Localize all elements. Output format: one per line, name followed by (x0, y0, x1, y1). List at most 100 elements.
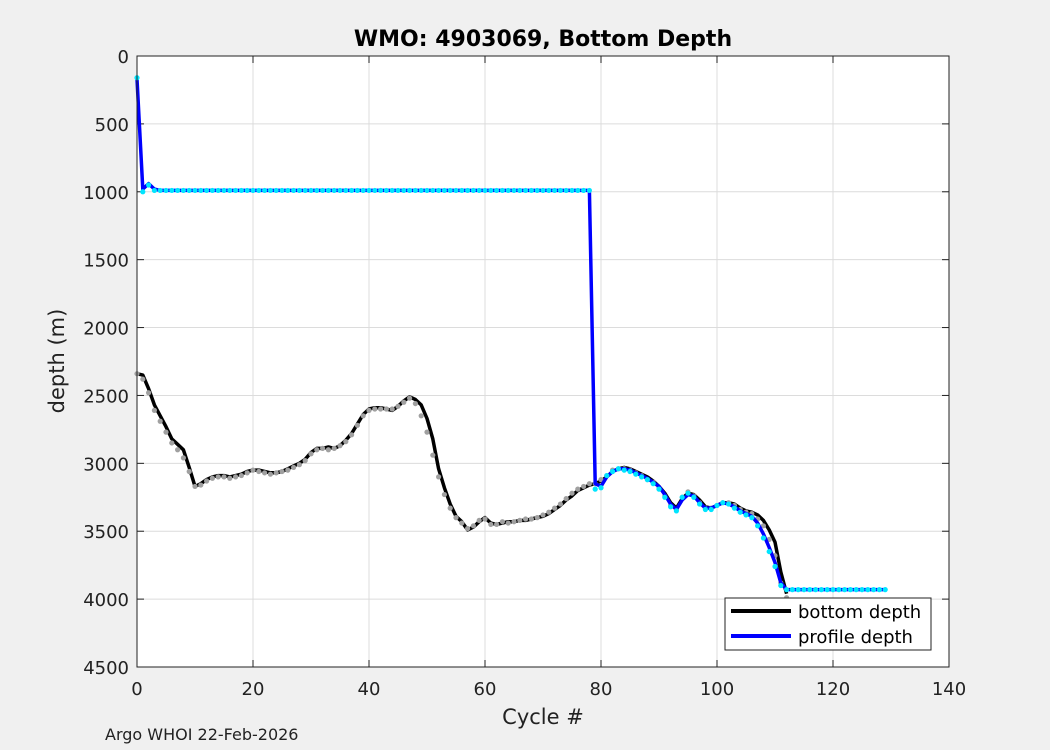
point-profile-depth-samples (552, 187, 558, 194)
point-profile-depth-samples (273, 187, 279, 194)
point-bottom-depth-samples (407, 395, 413, 401)
point-bottom-depth-samples (204, 478, 210, 484)
point-profile-depth-samples (378, 187, 384, 194)
point-bottom-depth-samples (151, 407, 157, 413)
y-tick-label: 500 (95, 115, 129, 136)
point-profile-depth-samples (778, 582, 784, 589)
point-profile-depth-samples (470, 187, 476, 194)
point-profile-depth-samples (215, 187, 221, 194)
point-profile-depth-samples (639, 474, 645, 480)
point-profile-depth-samples (314, 187, 320, 194)
point-profile-depth-samples (644, 477, 651, 483)
point-profile-depth-samples (760, 535, 767, 541)
point-profile-depth-samples (459, 187, 465, 194)
point-profile-depth-samples (830, 587, 836, 593)
point-bottom-depth-samples (227, 475, 233, 481)
point-profile-depth-samples (685, 490, 691, 496)
point-bottom-depth-samples (505, 520, 511, 526)
point-bottom-depth-samples (470, 523, 476, 529)
point-bottom-depth-samples (354, 422, 360, 428)
point-profile-depth-samples (227, 187, 233, 194)
point-profile-depth-samples (349, 187, 355, 194)
point-profile-depth-samples (743, 512, 749, 518)
point-profile-depth-samples (836, 587, 842, 593)
point-profile-depth-samples (372, 187, 378, 194)
point-profile-depth-samples (737, 509, 743, 515)
point-profile-depth-samples (534, 187, 540, 194)
point-profile-depth-samples (169, 187, 175, 194)
point-bottom-depth-samples (325, 447, 331, 453)
x-tick-label: 40 (358, 679, 381, 700)
point-bottom-depth-samples (383, 406, 389, 412)
point-profile-depth-samples (610, 468, 616, 475)
point-profile-depth-samples (320, 187, 326, 194)
point-bottom-depth-samples (563, 496, 569, 502)
point-bottom-depth-samples (209, 475, 215, 481)
point-profile-depth-samples (476, 187, 482, 194)
plot-frame (136, 55, 950, 668)
point-bottom-depth-samples (250, 467, 256, 473)
legend-box (724, 597, 932, 651)
point-profile-depth-samples (668, 504, 674, 510)
point-profile-depth-samples (192, 187, 198, 194)
point-profile-depth-samples (615, 466, 622, 472)
point-bottom-depth-samples (511, 519, 517, 525)
point-profile-depth-samples (244, 187, 250, 194)
point-profile-depth-samples (720, 500, 726, 506)
point-bottom-depth-samples (262, 470, 268, 476)
point-bottom-depth-samples (163, 429, 169, 435)
point-bottom-depth-samples (256, 468, 262, 475)
x-tick-label: 140 (932, 679, 966, 700)
point-profile-depth-samples (354, 187, 360, 194)
point-profile-depth-samples (140, 189, 146, 195)
point-bottom-depth-samples (517, 517, 523, 523)
point-bottom-depth-samples (424, 429, 430, 435)
point-profile-depth-samples (882, 587, 888, 593)
point-profile-depth-samples (865, 587, 871, 593)
x-axis-label: Cycle # (502, 705, 584, 729)
point-bottom-depth-samples (395, 403, 401, 409)
y-tick-label: 2500 (83, 386, 129, 407)
point-bottom-depth-samples (760, 523, 767, 529)
point-profile-depth-samples (784, 587, 790, 593)
point-profile-depth-samples (383, 187, 389, 194)
point-bottom-depth-samples (459, 520, 465, 526)
point-bottom-depth-samples (285, 467, 291, 473)
point-profile-depth-samples (714, 502, 720, 509)
point-profile-depth-samples (621, 467, 627, 473)
point-bottom-depth-samples (488, 521, 494, 528)
point-profile-depth-samples (818, 587, 825, 593)
point-profile-depth-samples (755, 523, 761, 529)
point-profile-depth-samples (575, 187, 581, 194)
legend-label-profile-depth: profile depth (798, 627, 913, 648)
point-profile-depth-samples (146, 182, 152, 188)
point-bottom-depth-samples (192, 483, 198, 490)
point-bottom-depth-samples (366, 407, 372, 413)
point-profile-depth-samples (180, 187, 186, 194)
point-profile-depth-samples (528, 187, 535, 194)
point-bottom-depth-samples (320, 445, 326, 451)
point-bottom-depth-samples (401, 399, 407, 405)
point-profile-depth-samples (627, 468, 633, 475)
point-profile-depth-samples (360, 187, 366, 194)
point-bottom-depth-samples (534, 515, 540, 521)
point-profile-depth-samples (540, 187, 546, 194)
y-tick-label: 3500 (83, 522, 129, 543)
x-tick-label: 60 (474, 679, 497, 700)
point-bottom-depth-samples (546, 509, 552, 515)
point-profile-depth-samples (151, 187, 157, 194)
point-bottom-depth-samples (314, 447, 320, 453)
point-bottom-depth-samples (476, 517, 482, 523)
point-profile-depth-samples (401, 187, 407, 194)
point-bottom-depth-samples (337, 443, 343, 449)
series-line-profile-depth (135, 79, 886, 592)
point-bottom-depth-samples (140, 376, 146, 382)
point-profile-depth-samples (842, 587, 848, 593)
point-profile-depth-samples (731, 505, 738, 511)
point-profile-depth-samples (592, 486, 598, 492)
point-bottom-depth-samples (465, 525, 471, 532)
point-profile-depth-samples (876, 587, 883, 593)
plot-area (137, 56, 949, 667)
legend-label-bottom-depth: bottom depth (798, 602, 921, 623)
y-tick-label: 2000 (83, 319, 129, 340)
